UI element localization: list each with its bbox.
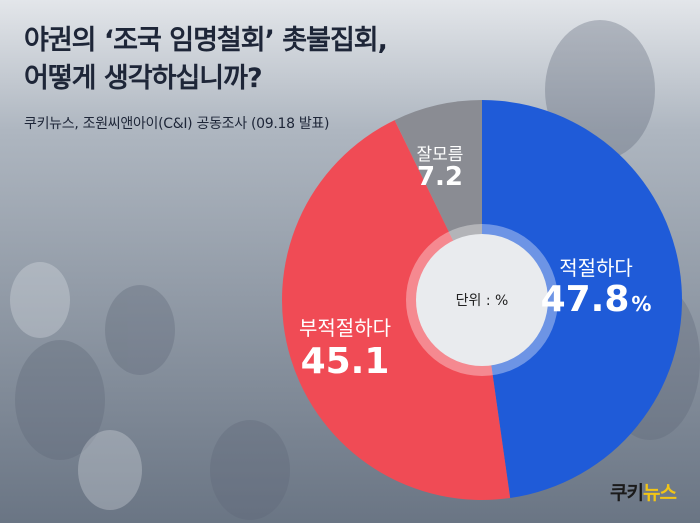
- center-circle: [416, 234, 548, 366]
- chart-title: 야권의 ‘조국 임명철회’ 촛불집회, 어떻게 생각하십니까?: [24, 22, 388, 98]
- pie-slice-1: [282, 120, 511, 500]
- source-note: 쿠키뉴스, 조원씨앤아이(C&I) 공동조사 (09.18 발표): [24, 116, 330, 132]
- logo: 쿠키뉴스: [610, 478, 677, 505]
- title-line-1: 야권의 ‘조국 임명철회’ 촛불집회,: [24, 25, 388, 56]
- slice-label-1: 부적절하다: [299, 316, 391, 340]
- slice-value-1: 45.1: [301, 341, 390, 382]
- slice-label-0: 적절하다: [559, 256, 633, 280]
- center-unit-label: 단위 : %: [456, 293, 509, 309]
- logo-part-2: 뉴스: [642, 482, 677, 504]
- title-line-2: 어떻게 생각하십니까?: [24, 63, 263, 94]
- logo-part-1: 쿠키: [610, 482, 644, 504]
- slice-value-2: 7.2: [417, 162, 463, 192]
- slice-label-2: 잘모름: [417, 145, 464, 165]
- pie-slice-0: [482, 100, 682, 499]
